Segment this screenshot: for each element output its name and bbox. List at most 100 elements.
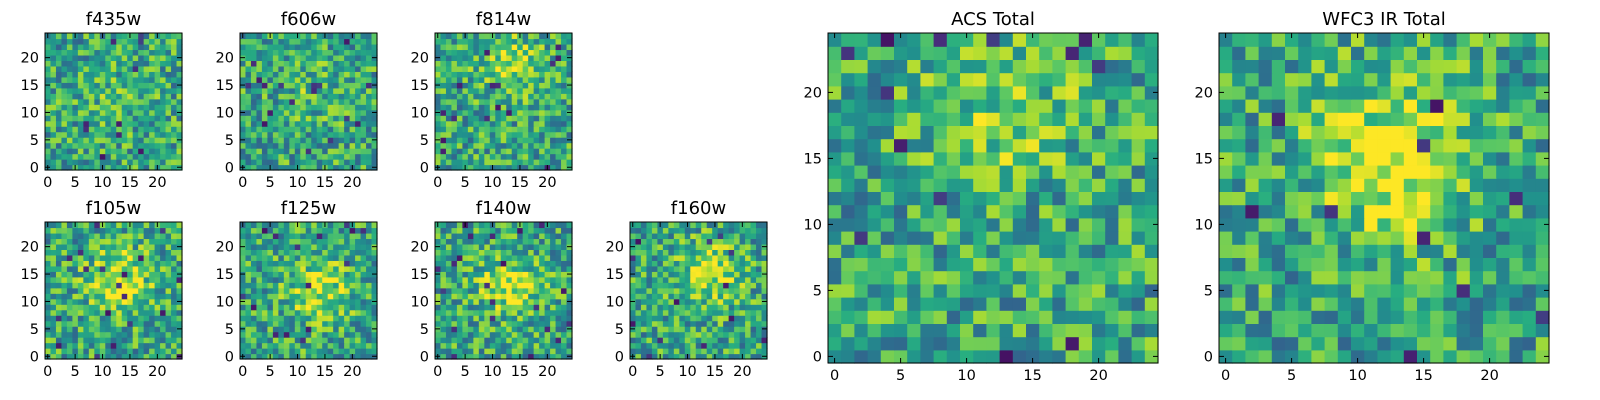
heatmap-cell	[333, 33, 340, 40]
heatmap-cell	[646, 287, 653, 294]
heatmap-cell	[355, 298, 362, 305]
heatmap-cell	[544, 298, 551, 305]
heatmap-cell	[245, 271, 252, 278]
heatmap-cell	[684, 337, 691, 344]
heatmap-cell	[517, 142, 524, 149]
heatmap-cell	[662, 326, 669, 333]
heatmap-cell	[679, 287, 686, 294]
heatmap-cell	[506, 249, 513, 256]
heatmap-cell	[473, 271, 480, 278]
heatmap-cell	[127, 265, 134, 272]
heatmap-cell	[305, 353, 312, 360]
heatmap-cell	[1144, 270, 1159, 285]
heatmap-cell	[880, 165, 895, 179]
heatmap-cell	[289, 320, 296, 327]
heatmap-cell	[550, 315, 557, 322]
heatmap-cell	[561, 243, 568, 250]
heatmap-cell	[539, 104, 546, 111]
heatmap-cell	[550, 243, 557, 250]
heatmap-cell	[261, 131, 268, 138]
heatmap-cell	[88, 353, 95, 360]
heatmap-cell	[240, 287, 247, 294]
heatmap-cell	[673, 337, 680, 344]
heatmap-cell	[445, 282, 453, 289]
heatmap-cell	[522, 331, 529, 338]
heatmap-cell	[894, 165, 908, 179]
heatmap-cell	[121, 98, 128, 105]
panel-title: f125w	[281, 198, 336, 219]
heatmap-cell	[728, 342, 735, 349]
heatmap-cell	[489, 282, 496, 289]
heatmap-cell	[149, 227, 156, 234]
heatmap-cell	[171, 298, 178, 305]
heatmap-cell	[311, 82, 318, 89]
heatmap-cell	[121, 76, 128, 83]
heatmap-cell	[973, 178, 987, 192]
heatmap-cell	[440, 137, 447, 144]
heatmap-cell	[555, 126, 562, 133]
heatmap-cell	[533, 65, 540, 72]
heatmap-cell	[506, 353, 513, 360]
heatmap-cell	[245, 315, 252, 322]
y-tick-label: 15	[21, 78, 39, 94]
heatmap-cell	[333, 265, 340, 272]
heatmap-cell	[256, 98, 263, 105]
heatmap-cell	[250, 265, 258, 272]
heatmap-cell	[360, 298, 367, 305]
heatmap-cell	[561, 353, 568, 360]
heatmap-cell	[761, 348, 768, 355]
heatmap-cell	[473, 65, 480, 72]
heatmap-cell	[673, 222, 680, 229]
heatmap-cell	[245, 98, 252, 105]
heatmap-cell	[734, 342, 741, 349]
heatmap-cell	[283, 120, 290, 127]
x-tick-label: 20	[148, 364, 166, 380]
heatmap-cell	[723, 342, 730, 349]
heatmap-cell	[344, 353, 351, 360]
heatmap-cell	[344, 153, 351, 160]
heatmap-cell	[66, 65, 73, 72]
heatmap-cell	[316, 109, 323, 116]
heatmap-cell	[272, 342, 279, 349]
heatmap-cell	[854, 349, 869, 364]
heatmap-cell	[278, 337, 285, 344]
heatmap-cell	[511, 54, 518, 61]
heatmap-cell	[473, 293, 480, 300]
heatmap-cell	[506, 87, 513, 94]
heatmap-cell	[506, 243, 513, 250]
heatmap-cell	[250, 320, 258, 327]
heatmap-cell	[506, 331, 513, 338]
heatmap-cell	[662, 353, 669, 360]
heatmap-cell	[366, 148, 373, 155]
heatmap-cell	[355, 287, 362, 294]
heatmap-cell	[761, 265, 768, 272]
heatmap-cell	[1052, 217, 1067, 232]
heatmap-cell	[327, 142, 334, 149]
heatmap-cell	[171, 222, 178, 229]
heatmap-cell	[561, 249, 568, 256]
heatmap-cell	[355, 87, 362, 94]
heatmap-cell	[61, 309, 68, 316]
heatmap-cell	[528, 60, 535, 67]
heatmap-cell	[300, 243, 307, 250]
heatmap-cell	[734, 282, 741, 289]
heatmap-cell	[646, 293, 653, 300]
heatmap-cell	[445, 287, 453, 294]
heatmap-cell	[828, 178, 842, 192]
heatmap-cell	[946, 257, 961, 272]
heatmap-cell	[506, 120, 513, 127]
heatmap-cell	[1039, 323, 1053, 338]
heatmap-cell	[143, 227, 150, 234]
heatmap-cell	[522, 76, 529, 83]
heatmap-cell	[495, 260, 502, 267]
heatmap-cell	[517, 38, 524, 45]
heatmap-cell	[240, 309, 247, 316]
heatmap-cell	[473, 148, 480, 155]
heatmap-cell	[267, 148, 274, 155]
heatmap-cell	[630, 232, 637, 240]
heatmap-cell	[440, 126, 447, 133]
heatmap-cell	[635, 304, 642, 311]
heatmap-cell	[121, 87, 128, 94]
heatmap-cell	[94, 38, 101, 45]
heatmap-cell	[894, 178, 908, 192]
